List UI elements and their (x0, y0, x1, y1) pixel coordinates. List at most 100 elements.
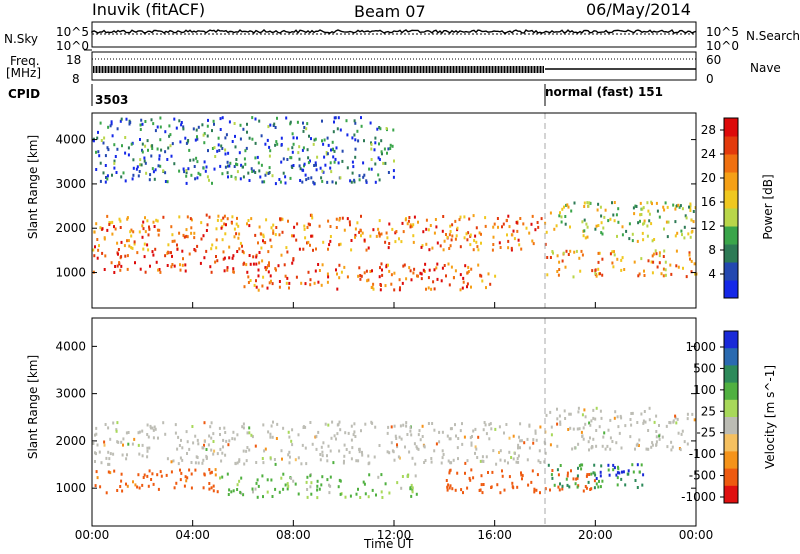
data-cell (306, 495, 309, 499)
data-cell (301, 180, 304, 184)
data-cell (226, 217, 229, 221)
data-cell (474, 451, 476, 455)
data-cell (320, 176, 323, 180)
data-cell (272, 223, 275, 227)
data-cell (134, 261, 136, 265)
data-cell (459, 245, 462, 249)
data-cell (254, 117, 257, 121)
data-cell (648, 406, 651, 410)
data-cell (412, 271, 415, 275)
data-cell (272, 229, 275, 233)
data-cell (564, 215, 567, 218)
data-cell (105, 491, 108, 495)
data-cell (156, 219, 159, 223)
data-cell (261, 259, 264, 263)
data-cell (604, 447, 607, 451)
data-cell (131, 246, 134, 250)
ytick-label: 1000 (55, 266, 86, 280)
data-cell (616, 415, 619, 419)
power-colorbar-cell (724, 280, 738, 299)
data-cell (245, 459, 248, 463)
data-cell (122, 171, 125, 175)
data-cell (658, 434, 661, 438)
data-cell (291, 166, 294, 169)
data-cell (329, 449, 332, 453)
data-cell (117, 440, 120, 444)
data-cell (166, 158, 169, 161)
data-cell (292, 164, 295, 167)
data-cell (325, 152, 328, 156)
data-cell (558, 268, 561, 271)
data-cell (433, 428, 436, 432)
data-cell (173, 162, 176, 166)
data-cell (241, 244, 243, 248)
data-cell (285, 116, 288, 120)
data-cell (96, 238, 99, 241)
data-cell (258, 225, 261, 229)
data-cell (130, 142, 133, 146)
data-cell (194, 461, 197, 465)
nsky-line (91, 29, 697, 35)
data-cell (475, 240, 478, 244)
data-cell (167, 243, 170, 247)
data-cell (130, 234, 133, 238)
data-cell (124, 151, 127, 155)
data-cell (152, 220, 155, 224)
data-cell (380, 232, 383, 236)
data-cell (221, 172, 224, 176)
data-cell (607, 468, 610, 472)
data-cell (680, 432, 683, 436)
data-cell (410, 483, 413, 487)
data-cell (227, 443, 230, 447)
data-cell (522, 222, 525, 226)
data-cell (411, 486, 414, 490)
data-cell (292, 257, 295, 261)
data-cell (517, 446, 519, 450)
data-cell (430, 287, 433, 291)
data-cell (338, 263, 341, 267)
data-cell (446, 434, 449, 438)
data-cell (255, 262, 258, 266)
data-cell (372, 287, 375, 291)
data-cell (341, 216, 344, 220)
data-cell (423, 445, 426, 449)
data-cell (148, 178, 151, 182)
data-cell (417, 447, 420, 451)
data-cell (498, 241, 501, 245)
data-cell (327, 143, 330, 147)
data-cell (256, 495, 259, 499)
data-cell (166, 264, 169, 267)
data-cell (632, 206, 635, 210)
data-cell (110, 261, 113, 265)
data-cell (153, 425, 156, 429)
ytick-label: 2000 (55, 221, 86, 235)
data-cell (612, 463, 615, 467)
data-cell (111, 173, 113, 177)
data-cell (636, 442, 639, 446)
data-cell (202, 234, 205, 238)
data-cell (293, 225, 296, 229)
data-cell (589, 201, 592, 205)
data-cell (363, 271, 366, 275)
data-cell (269, 456, 272, 460)
data-cell (551, 469, 554, 472)
data-cell (418, 429, 421, 433)
data-cell (170, 460, 173, 464)
data-cell (132, 166, 135, 170)
data-cell (553, 227, 556, 231)
data-cell (398, 278, 401, 282)
data-cell (416, 274, 418, 278)
data-cell (332, 155, 335, 159)
data-cell (451, 223, 454, 227)
data-cell (429, 224, 432, 227)
data-cell (642, 222, 644, 226)
data-cell (281, 457, 283, 461)
data-cell (370, 142, 373, 146)
data-cell (195, 156, 198, 160)
data-cell (517, 443, 520, 447)
data-cell (210, 436, 213, 440)
data-cell (181, 446, 184, 450)
data-cell (643, 274, 646, 277)
data-cell (205, 213, 208, 217)
data-cell (261, 180, 264, 184)
